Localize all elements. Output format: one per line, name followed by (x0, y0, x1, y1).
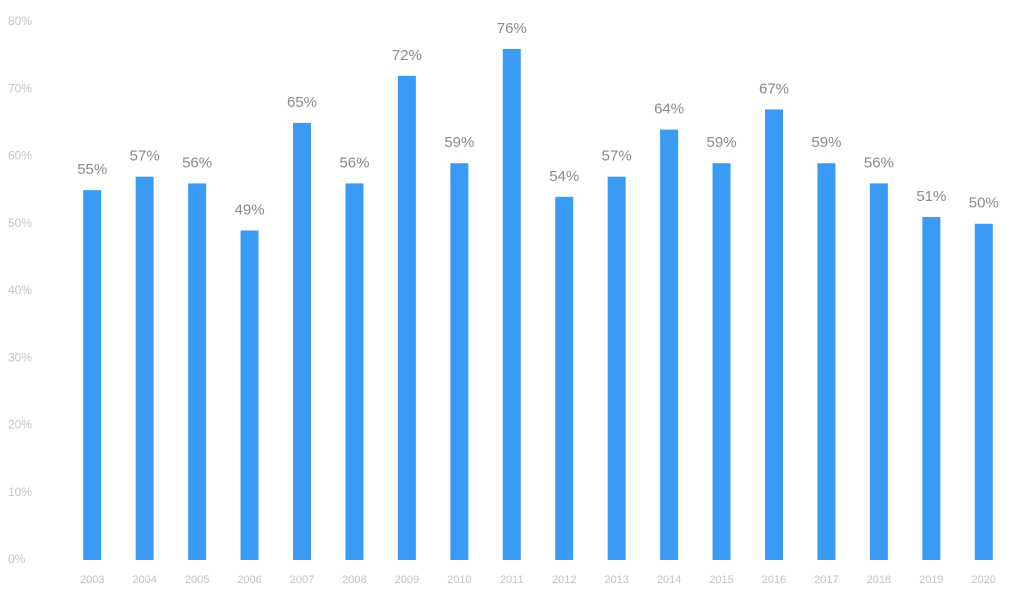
y-tick-label: 50% (8, 216, 32, 230)
bar (555, 196, 574, 560)
y-tick-label: 10% (8, 485, 32, 499)
bar (817, 163, 836, 560)
y-tick-label: 70% (8, 81, 32, 95)
bar (397, 75, 416, 561)
x-tick-label: 2005 (185, 574, 209, 586)
value-label: 72% (392, 47, 422, 64)
y-tick-label: 20% (8, 418, 32, 432)
x-tick-label: 2014 (657, 574, 681, 586)
bar (765, 109, 783, 561)
value-label: 59% (444, 134, 474, 151)
y-tick-label: 30% (8, 350, 32, 364)
value-label: 59% (811, 134, 841, 151)
value-label: 49% (235, 201, 265, 218)
x-tick-label: 2010 (447, 574, 471, 586)
x-tick-label: 2008 (342, 574, 366, 586)
bar (922, 217, 941, 560)
value-label: 57% (602, 148, 632, 165)
x-tick-label: 2016 (762, 574, 786, 586)
bar (660, 129, 679, 560)
y-tick-label: 80% (8, 14, 32, 28)
value-label: 64% (654, 101, 684, 118)
x-tick-label: 2020 (972, 574, 996, 586)
x-tick-label: 2017 (814, 574, 838, 586)
bar (450, 163, 469, 560)
value-label: 57% (130, 148, 160, 165)
value-label: 50% (969, 195, 999, 212)
x-tick-label: 2013 (604, 574, 628, 586)
bar (188, 183, 207, 560)
bar (974, 223, 993, 560)
value-label: 67% (759, 80, 789, 97)
value-label: 51% (916, 188, 946, 205)
y-tick-label: 60% (8, 149, 32, 163)
value-label: 56% (339, 154, 369, 171)
value-label: 55% (77, 161, 107, 178)
x-tick-label: 2004 (132, 574, 156, 586)
x-tick-label: 2019 (919, 574, 943, 586)
x-tick-label: 2011 (500, 574, 524, 586)
y-tick-label: 40% (8, 283, 32, 297)
bar (869, 183, 888, 560)
bar (240, 230, 259, 560)
x-tick-label: 2009 (395, 574, 419, 586)
x-tick-label: 2012 (552, 574, 576, 586)
value-label: 65% (287, 94, 317, 111)
x-tick-label: 2015 (709, 574, 733, 586)
value-label: 56% (864, 154, 894, 171)
value-label: 56% (182, 154, 212, 171)
bar (712, 163, 731, 560)
bar (135, 176, 154, 561)
value-label: 76% (497, 20, 527, 37)
bar (83, 190, 102, 560)
value-label: 54% (549, 168, 579, 185)
bar (502, 48, 521, 561)
x-tick-label: 2007 (290, 574, 314, 586)
x-tick-label: 2018 (867, 574, 891, 586)
value-label: 59% (707, 134, 737, 151)
bar (345, 183, 364, 560)
y-tick-label: 0% (8, 552, 26, 566)
bar (293, 122, 311, 560)
x-tick-label: 2006 (237, 574, 261, 586)
x-tick-label: 2003 (80, 574, 104, 586)
bar (607, 176, 626, 561)
